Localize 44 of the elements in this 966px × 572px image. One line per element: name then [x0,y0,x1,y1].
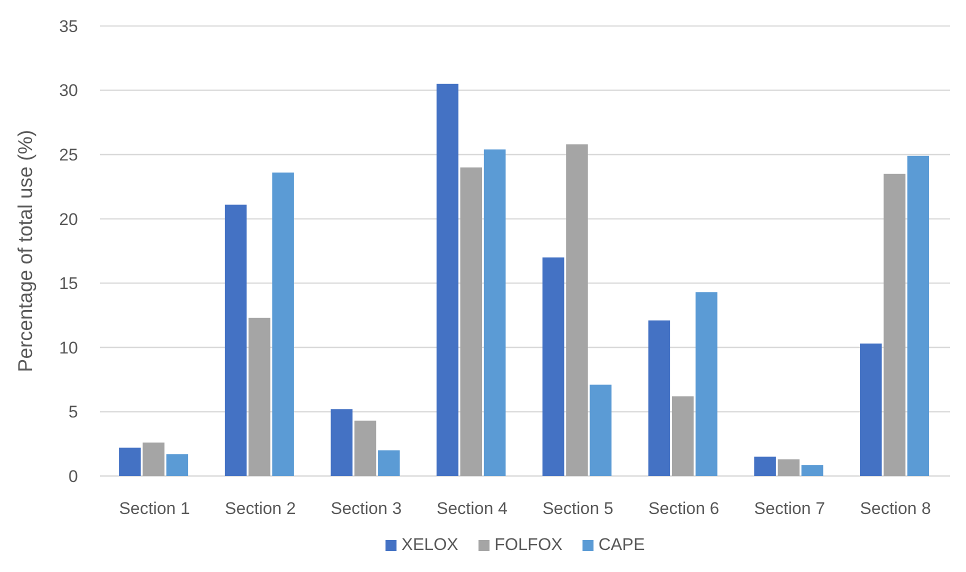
bar [696,292,718,476]
x-tick-label: Section 5 [542,499,614,518]
y-tick-label: 35 [59,16,78,36]
bar [884,174,906,476]
bar [907,156,930,476]
y-tick-label: 0 [68,466,78,486]
bar [566,144,588,476]
x-tick-label: Section 8 [860,499,931,518]
x-tick-label: Section 1 [119,499,190,518]
bar [484,149,506,476]
x-tick-label: Section 3 [330,499,402,518]
bar [648,320,670,476]
bar [778,459,800,476]
legend-label: XELOX [402,535,458,554]
bar [248,318,270,476]
x-tick-label: Section 6 [648,499,720,518]
bar [672,396,694,476]
bar [590,384,612,476]
bar [754,456,776,476]
bar [860,344,882,476]
bar [542,257,564,476]
bar [166,454,188,476]
y-tick-label: 15 [59,274,78,294]
bar [272,172,294,476]
y-tick-label: 25 [59,146,78,165]
bar [801,465,824,476]
bar [354,420,376,476]
x-tick-label: Section 2 [224,499,296,518]
bar [436,84,458,476]
bar [119,448,141,476]
y-tick-label: 10 [59,338,78,358]
bar [142,442,164,476]
y-axis-title: Percentage of total use (%) [15,130,37,372]
y-tick-label: 5 [68,402,78,422]
x-tick-label: Section 7 [754,499,826,518]
legend-label: FOLFOX [494,535,563,554]
bar [330,409,353,476]
legend-label: CAPE [598,535,645,554]
x-tick-label: Section 4 [436,499,508,518]
y-tick-label: 30 [59,81,78,100]
bar [460,167,482,476]
bar [378,450,400,476]
bar [224,204,247,476]
y-tick-label: 20 [59,210,78,229]
